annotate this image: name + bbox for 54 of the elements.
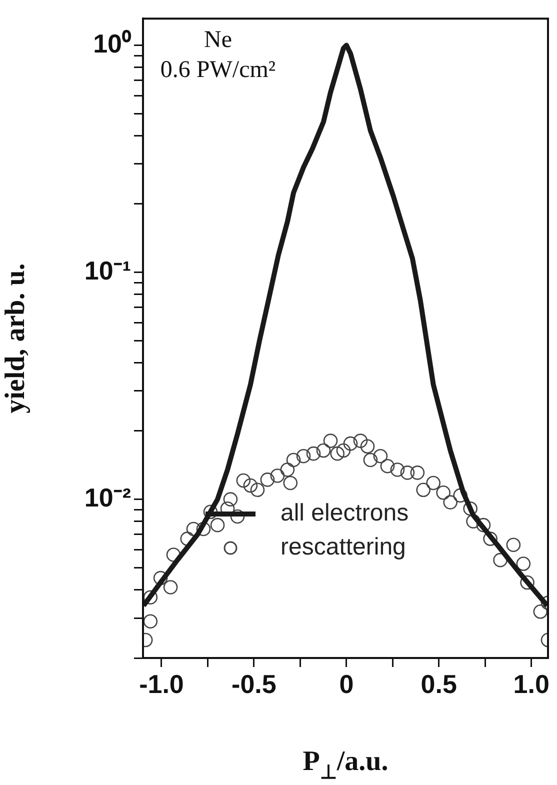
point — [483, 532, 498, 546]
point — [283, 476, 298, 490]
point — [476, 518, 491, 532]
x-tick-label: -0.5 — [232, 668, 276, 699]
point — [210, 518, 225, 532]
point — [400, 466, 415, 480]
point — [410, 466, 425, 480]
point — [426, 476, 440, 490]
legend-label: all electrons — [280, 500, 409, 527]
point — [516, 556, 531, 571]
y-tick-label: 10⁰ — [93, 28, 132, 58]
annotation: 0.6 PW/cm² — [160, 56, 276, 83]
point — [416, 482, 431, 498]
point — [443, 495, 458, 510]
point — [306, 446, 321, 461]
x-tick-label: -1.0 — [139, 668, 184, 699]
point — [436, 485, 450, 500]
point — [380, 458, 395, 474]
point — [533, 604, 548, 619]
point — [143, 614, 158, 629]
point — [260, 472, 275, 487]
point — [250, 482, 265, 498]
point — [373, 448, 388, 464]
point — [360, 439, 375, 454]
point — [323, 434, 338, 448]
point — [363, 452, 378, 468]
point — [270, 468, 285, 483]
point — [390, 462, 405, 477]
x-tick-label: 0 — [339, 668, 354, 699]
point — [223, 492, 238, 506]
point — [330, 446, 345, 461]
y-axis-title: yield, arb. u. — [0, 263, 32, 414]
point — [316, 443, 331, 458]
point — [353, 434, 368, 448]
point — [163, 580, 178, 594]
point — [343, 436, 358, 451]
legend-label: rescattering — [280, 534, 406, 561]
annotation: Ne — [204, 26, 232, 53]
point — [296, 448, 311, 464]
point — [243, 478, 258, 493]
y-tick-label: 10⁻¹ — [84, 255, 131, 286]
y-tick-label: 10⁻² — [84, 482, 132, 512]
point — [143, 590, 158, 604]
point — [286, 452, 301, 468]
point — [196, 522, 211, 536]
x-tick-label: 0.5 — [420, 668, 457, 699]
x-tick-label: 1.0 — [513, 668, 550, 699]
point — [506, 538, 521, 552]
point — [520, 575, 534, 590]
point — [236, 473, 251, 488]
point — [463, 501, 478, 516]
x-axis-title: P⊥/a.u. — [302, 746, 388, 784]
point — [336, 443, 351, 458]
point — [280, 462, 295, 477]
